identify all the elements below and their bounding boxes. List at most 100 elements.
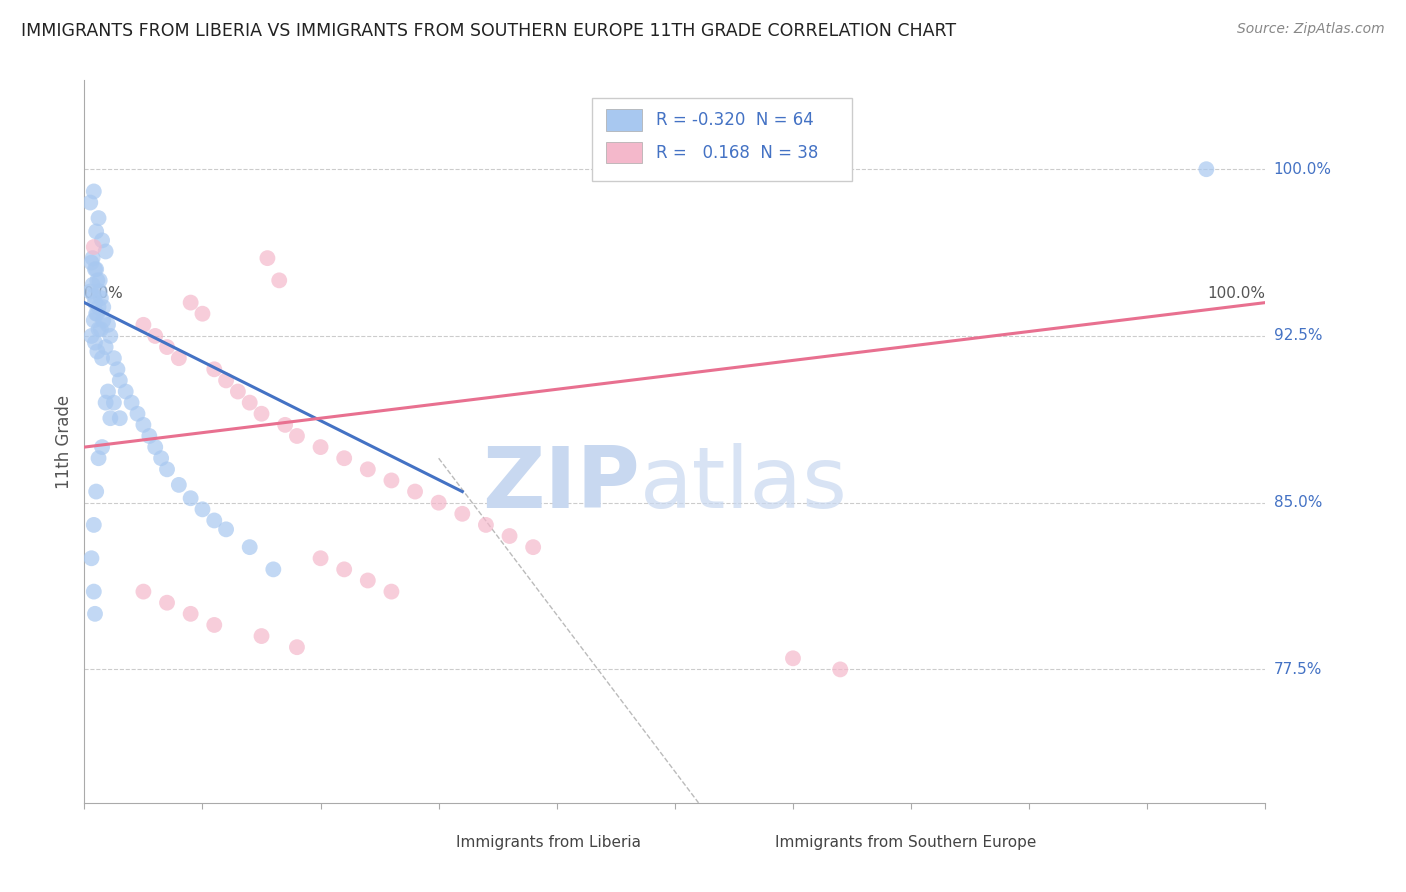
Point (380, 584, 402, 599)
Point (84, 607, 107, 621)
Point (98, 329, 121, 343)
Text: Immigrants from Liberia: Immigrants from Liberia (457, 835, 641, 850)
Text: 92.5%: 92.5% (1274, 328, 1322, 343)
Point (380, 474, 402, 488)
FancyBboxPatch shape (606, 109, 641, 131)
Point (202, 513, 225, 527)
Text: ZIP: ZIP (482, 443, 640, 526)
Point (87, 211, 110, 226)
Y-axis label: 11th Grade: 11th Grade (55, 394, 73, 489)
Point (239, 540, 262, 554)
Text: 77.5%: 77.5% (1274, 662, 1322, 677)
Point (132, 318, 155, 332)
Point (143, 440, 166, 454)
Point (83, 289, 105, 303)
Point (121, 395, 143, 409)
Point (333, 451, 356, 466)
Point (357, 574, 380, 588)
Point (84, 307, 107, 321)
Point (156, 340, 179, 354)
Point (91, 300, 114, 314)
Point (132, 584, 155, 599)
Point (86, 307, 108, 321)
Point (114, 384, 136, 399)
Point (262, 562, 284, 576)
Point (84, 262, 107, 277)
Point (94, 395, 117, 409)
Point (127, 407, 149, 421)
Point (97, 384, 120, 399)
Point (143, 329, 166, 343)
Point (226, 384, 249, 399)
Point (83, 240, 105, 254)
Point (82, 251, 104, 265)
Point (91, 233, 114, 247)
Point (167, 351, 190, 366)
Point (91, 313, 114, 327)
Point (94, 244, 117, 259)
Point (215, 522, 238, 536)
Point (91, 440, 114, 454)
Point (84, 484, 107, 499)
FancyBboxPatch shape (415, 833, 450, 854)
Point (269, 273, 291, 287)
Point (80, 255, 103, 269)
Point (782, 651, 804, 665)
Point (250, 629, 273, 643)
Point (132, 417, 155, 432)
Point (108, 411, 131, 425)
Point (87, 322, 110, 336)
Point (451, 507, 474, 521)
Point (87, 451, 110, 466)
Point (498, 529, 520, 543)
Point (84, 224, 107, 238)
Text: 0.0%: 0.0% (84, 286, 124, 301)
Point (97, 318, 120, 332)
Point (427, 496, 450, 510)
Point (84, 335, 107, 350)
Point (202, 362, 225, 376)
Point (91, 351, 114, 366)
Point (83, 313, 105, 327)
Point (256, 251, 278, 265)
Point (333, 562, 356, 576)
Point (285, 429, 308, 443)
FancyBboxPatch shape (606, 142, 641, 163)
Point (475, 517, 498, 532)
Point (107, 362, 129, 376)
Text: atlas: atlas (640, 443, 848, 526)
Point (250, 407, 273, 421)
Point (522, 540, 544, 554)
Text: IMMIGRANTS FROM LIBERIA VS IMMIGRANTS FROM SOUTHERN EUROPE 11TH GRADE CORRELATIO: IMMIGRANTS FROM LIBERIA VS IMMIGRANTS FR… (21, 22, 956, 40)
Text: 85.0%: 85.0% (1274, 495, 1322, 510)
Point (83, 517, 105, 532)
Point (167, 478, 190, 492)
Point (82, 277, 104, 292)
Text: Immigrants from Southern Europe: Immigrants from Southern Europe (775, 835, 1036, 850)
Point (191, 502, 214, 516)
Text: R =   0.168  N = 38: R = 0.168 N = 38 (657, 144, 818, 161)
Point (83, 185, 105, 199)
Point (89, 285, 111, 299)
Point (108, 373, 131, 387)
Point (156, 596, 179, 610)
Point (180, 491, 202, 506)
Point (79, 195, 101, 210)
Point (180, 607, 202, 621)
Point (215, 373, 238, 387)
Point (1195, 162, 1218, 177)
FancyBboxPatch shape (734, 833, 769, 854)
Point (80, 551, 103, 566)
Point (191, 307, 214, 321)
Point (89, 273, 111, 287)
Point (90, 322, 112, 336)
Text: 100.0%: 100.0% (1208, 286, 1265, 301)
Text: Source: ZipAtlas.com: Source: ZipAtlas.com (1237, 22, 1385, 37)
Point (309, 440, 332, 454)
Point (83, 584, 105, 599)
Point (309, 551, 332, 566)
Point (80, 329, 103, 343)
Point (86, 344, 108, 359)
Point (87, 300, 110, 314)
Text: R = -0.320  N = 64: R = -0.320 N = 64 (657, 111, 814, 129)
